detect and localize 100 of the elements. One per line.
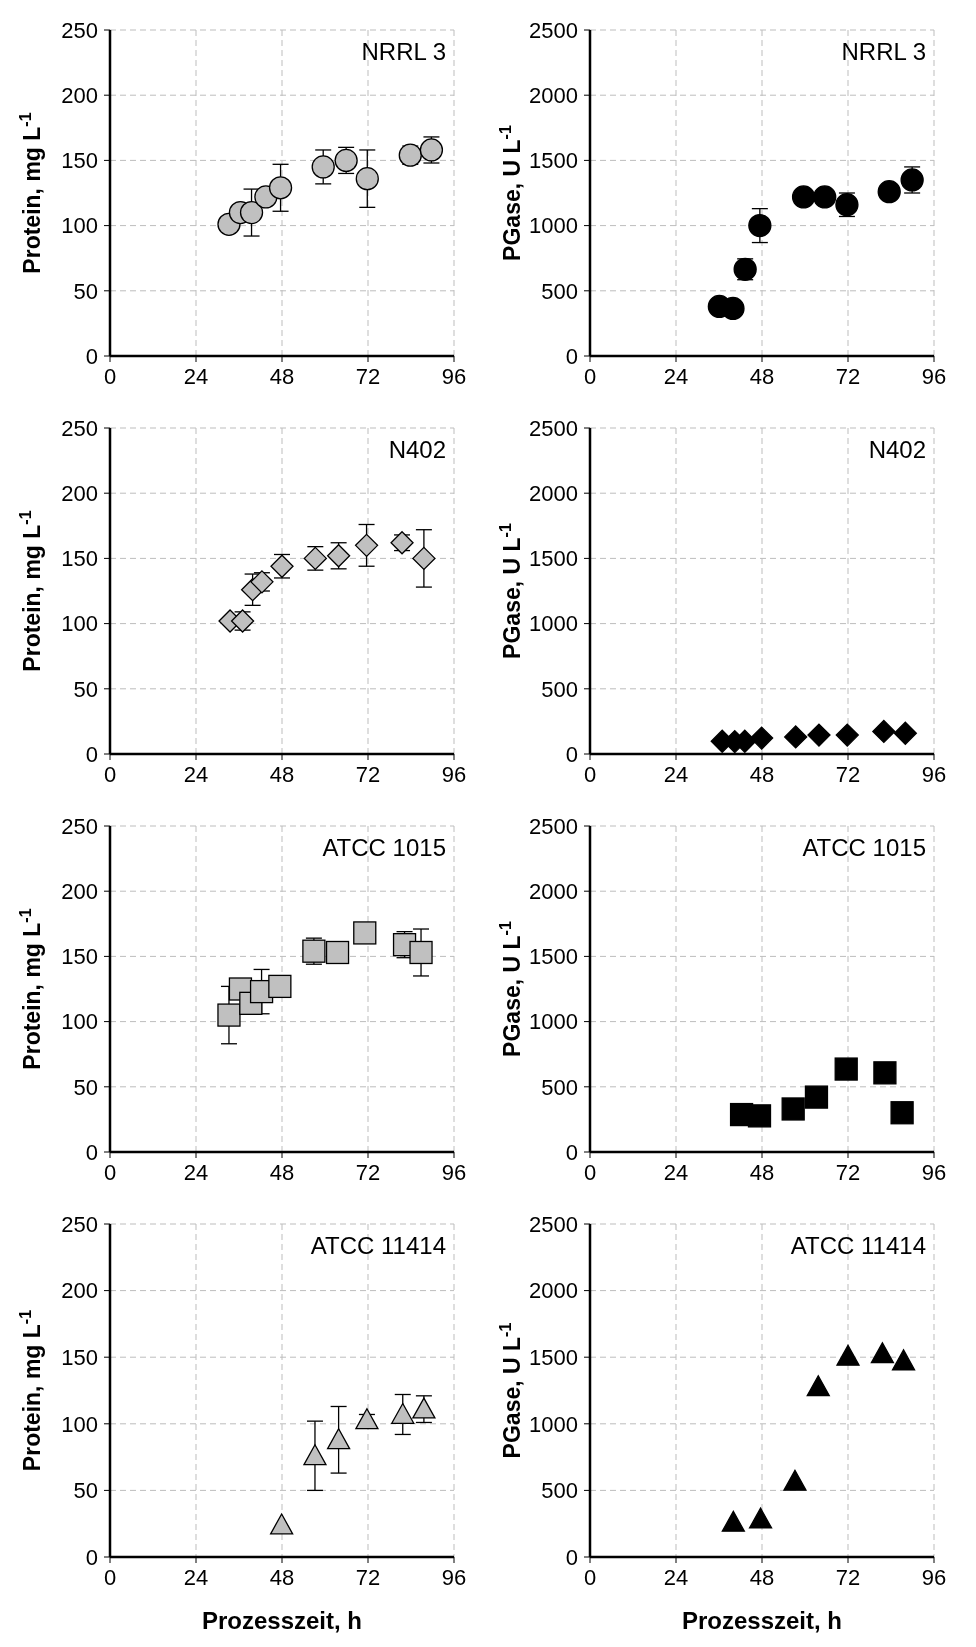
point [748, 213, 772, 238]
x-tick-label: 48 [269, 1159, 295, 1185]
chart-title: ATCC 1015 [802, 834, 926, 862]
point [326, 1428, 351, 1450]
x-tick-label: 72 [355, 363, 381, 389]
chart-title: ATCC 11414 [790, 1232, 926, 1260]
y-tick-label: 150 [61, 944, 98, 970]
y-tick-label: 50 [73, 1074, 98, 1100]
point [412, 1397, 436, 1419]
x-tick-label: 0 [103, 1159, 117, 1185]
point [268, 176, 293, 200]
y-tick-label: 250 [61, 1211, 98, 1237]
point [835, 723, 859, 747]
y-tick-label: 1500 [529, 546, 578, 572]
x-tick-label: 0 [583, 363, 597, 389]
x-tick-label: 48 [749, 363, 775, 389]
point [748, 1507, 773, 1529]
point [412, 546, 436, 571]
point [325, 940, 350, 965]
x-tick-label: 96 [921, 761, 947, 787]
point [409, 940, 433, 965]
point [784, 725, 808, 749]
x-tick-label: 72 [355, 1159, 381, 1185]
y-tick-label: 2500 [529, 813, 578, 839]
y-tick-label: 500 [541, 1074, 578, 1100]
y-tick-label: 1000 [529, 1411, 578, 1437]
x-tick-label: 24 [663, 1159, 689, 1185]
point [893, 721, 917, 745]
y-tick-label: 0 [85, 1139, 98, 1165]
y-tick-label: 50 [73, 676, 98, 702]
y-tick-label: 0 [565, 1139, 578, 1165]
x-tick-label: 24 [663, 1564, 689, 1590]
x-tick-label: 48 [749, 761, 775, 787]
y-tick-label: 200 [61, 481, 98, 507]
x-tick-label: 24 [663, 363, 689, 389]
y-tick-label: 2000 [529, 1278, 578, 1304]
point [836, 1344, 860, 1366]
y-tick-label: 1000 [529, 1009, 578, 1035]
x-tick-label: 72 [835, 761, 861, 787]
point [747, 1104, 772, 1128]
y-tick-label: 50 [73, 1478, 98, 1504]
point [791, 185, 816, 209]
y-tick-label: 250 [61, 813, 98, 839]
y-tick-label: 2000 [529, 481, 578, 507]
y-tick-label: 1000 [529, 213, 578, 239]
y-tick-label: 0 [85, 343, 98, 369]
chart-title: N402 [868, 436, 926, 464]
x-tick-label: 24 [663, 761, 689, 787]
y-tick-label: 100 [61, 1009, 98, 1035]
x-tick-label: 96 [921, 363, 947, 389]
point [217, 1003, 241, 1027]
y-tick-label: 0 [85, 1544, 98, 1570]
point [354, 533, 379, 558]
x-tick-label: 72 [835, 1159, 861, 1185]
point [391, 1402, 415, 1424]
y-tick-label: 150 [61, 148, 98, 174]
x-tick-label: 0 [583, 1564, 597, 1590]
y-tick-label: 2500 [529, 17, 578, 43]
point [303, 1444, 327, 1466]
y-tick-label: 100 [61, 1411, 98, 1437]
point [749, 726, 774, 750]
y-tick-label: 2500 [529, 1211, 578, 1237]
y-tick-label: 500 [541, 1478, 578, 1504]
point [239, 200, 264, 225]
point [355, 1408, 379, 1430]
y-tick-label: 2500 [529, 415, 578, 441]
x-tick-label: 72 [835, 1564, 861, 1590]
x-tick-label: 96 [921, 1564, 947, 1590]
x-tick-label: 48 [269, 1564, 295, 1590]
point [353, 921, 377, 945]
x-tick-label: 24 [183, 363, 209, 389]
point [872, 719, 896, 744]
point [269, 1513, 294, 1535]
y-tick-label: 0 [565, 343, 578, 369]
chart-title: NRRL 3 [841, 38, 926, 66]
x-tick-label: 24 [183, 1159, 209, 1185]
y-tick-label: 1500 [529, 944, 578, 970]
x-tick-label: 96 [921, 1159, 947, 1185]
chart-title: ATCC 11414 [310, 1232, 446, 1260]
chart-title: N402 [388, 436, 446, 464]
point [268, 974, 292, 999]
point [781, 1097, 805, 1121]
x-tick-label: 0 [103, 1564, 117, 1590]
x-tick-label: 48 [749, 1564, 775, 1590]
x-tick-label: 24 [183, 761, 209, 787]
y-tick-label: 0 [565, 1544, 578, 1570]
y-tick-label: 100 [61, 611, 98, 637]
point [721, 296, 745, 321]
x-tick-label: 0 [583, 761, 597, 787]
y-tick-label: 0 [85, 741, 98, 767]
point [721, 1510, 745, 1532]
x-tick-label: 72 [835, 363, 861, 389]
y-tick-label: 50 [73, 278, 98, 304]
point [834, 1057, 858, 1081]
chart-title: NRRL 3 [361, 38, 446, 66]
x-tick-label: 0 [103, 363, 117, 389]
x-tick-label: 24 [183, 1564, 209, 1590]
point [877, 180, 901, 204]
point [891, 1349, 916, 1371]
y-tick-label: 1500 [529, 1345, 578, 1371]
